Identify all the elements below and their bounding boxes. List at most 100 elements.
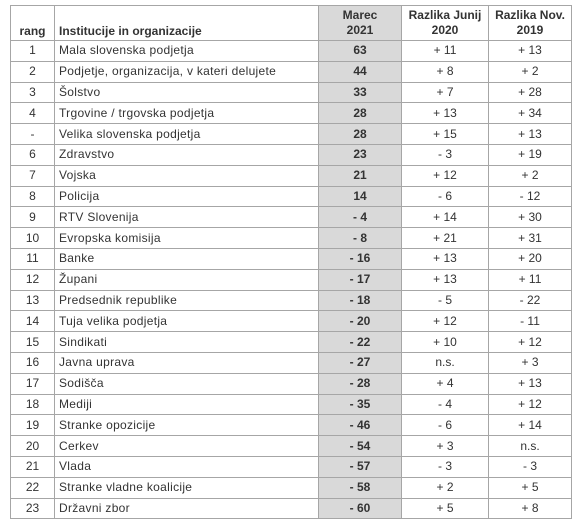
header-marec-2021: Marec 2021 (318, 5, 402, 41)
cell-rank: 14 (10, 310, 55, 333)
cell-institution: Evropska komisija (54, 227, 319, 249)
cell-marec-2021: 44 (318, 60, 402, 83)
cell-razlika-nov-2019: + 3 (488, 351, 572, 374)
header-marec-line2: 2021 (346, 23, 374, 37)
cell-razlika-junij-2020: - 3 (401, 455, 489, 478)
table-header: rang Institucije in organizacije Marec 2… (10, 5, 572, 41)
cell-razlika-nov-2019: + 11 (488, 268, 572, 291)
table-row: 16 Javna uprava - 27 n.s. + 3 (10, 351, 572, 374)
cell-institution: RTV Slovenija (54, 206, 319, 229)
cell-razlika-junij-2020: + 14 (401, 206, 489, 229)
header-nov-line1: Razlika Nov. (495, 8, 565, 22)
cell-marec-2021: - 27 (318, 351, 402, 374)
table-row: 14 Tuja velika podjetja - 20 + 12- 11 (10, 310, 572, 333)
cell-marec-2021: - 4 (318, 206, 402, 229)
table-row: 9 RTV Slovenija - 4 + 14 + 30 (10, 206, 572, 229)
cell-marec-2021: 33 (318, 81, 402, 104)
cell-razlika-junij-2020: + 12 (401, 164, 489, 187)
cell-marec-2021: - 58 (318, 476, 402, 499)
cell-razlika-nov-2019: + 13 (488, 123, 572, 145)
cell-institution: Vojska (54, 164, 319, 187)
cell-razlika-nov-2019: + 19 (488, 143, 572, 166)
cell-institution: Župani (54, 268, 319, 291)
cell-institution: Banke (54, 247, 319, 270)
cell-marec-2021: 28 (318, 102, 402, 125)
cell-razlika-nov-2019: - 12 (488, 185, 572, 208)
cell-razlika-junij-2020: + 7 (401, 81, 489, 104)
cell-rank: 11 (10, 247, 55, 270)
cell-razlika-junij-2020: + 11 (401, 40, 489, 62)
table-row: 21 Vlada - 57- 3- 3 (10, 455, 572, 478)
header-marec-line1: Marec (342, 8, 378, 22)
cell-marec-2021: - 54 (318, 435, 402, 457)
cell-rank: - (10, 123, 55, 145)
cell-rank: 3 (10, 81, 55, 104)
cell-razlika-nov-2019: + 34 (488, 102, 572, 125)
cell-razlika-nov-2019: + 28 (488, 81, 572, 104)
cell-institution: Državni zbor (54, 497, 319, 520)
cell-rank: 4 (10, 102, 55, 125)
cell-razlika-junij-2020: + 13 (401, 247, 489, 270)
cell-razlika-junij-2020: - 5 (401, 289, 489, 312)
cell-marec-2021: - 46 (318, 414, 402, 437)
cell-razlika-junij-2020: + 15 (401, 123, 489, 145)
table-row: 11 Banke - 16 + 13 + 20 (10, 247, 572, 270)
cell-razlika-nov-2019: + 8 (488, 497, 572, 520)
cell-institution: Policija (54, 185, 319, 208)
cell-razlika-nov-2019: + 12 (488, 331, 572, 353)
cell-institution: Mediji (54, 393, 319, 416)
table-row: 13 Predsednik republike - 18- 5- 22 (10, 289, 572, 312)
table-row: 17 Sodišča - 28 + 4 + 13 (10, 372, 572, 395)
cell-rank: 2 (10, 60, 55, 83)
table-row: 8 Policija 14- 6- 12 (10, 185, 572, 208)
table-row: 22 Stranke vladne koalicije - 58 + 2 + 5 (10, 476, 572, 499)
cell-marec-2021: - 57 (318, 455, 402, 478)
cell-marec-2021: - 60 (318, 497, 402, 520)
cell-rank: 9 (10, 206, 55, 229)
cell-institution: Cerkev (54, 435, 319, 457)
cell-razlika-junij-2020: n.s. (401, 351, 489, 374)
cell-razlika-nov-2019: + 20 (488, 247, 572, 270)
trust-table: rang Institucije in organizacije Marec 2… (10, 5, 572, 520)
cell-razlika-junij-2020: - 6 (401, 414, 489, 437)
header-razlika-nov-2019: Razlika Nov. 2019 (488, 5, 572, 41)
cell-institution: Mala slovenska podjetja (54, 40, 319, 62)
cell-marec-2021: 23 (318, 143, 402, 166)
cell-institution: Velika slovenska podjetja (54, 123, 319, 145)
cell-marec-2021: - 35 (318, 393, 402, 416)
cell-institution: Javna uprava (54, 351, 319, 374)
cell-razlika-junij-2020: + 8 (401, 60, 489, 83)
cell-razlika-nov-2019: + 12 (488, 393, 572, 416)
cell-marec-2021: - 22 (318, 331, 402, 353)
cell-razlika-nov-2019: + 13 (488, 40, 572, 62)
table-row: 4 Trgovine / trgovska podjetja 28 + 13 + 34 (10, 102, 572, 125)
table-row: 19 Stranke opozicije - 46- 6 + 14 (10, 414, 572, 437)
table-row: 18 Mediji - 35- 4 + 12 (10, 393, 572, 416)
cell-institution: Trgovine / trgovska podjetja (54, 102, 319, 125)
cell-rank: 12 (10, 268, 55, 291)
table-row: 2 Podjetje, organizacija, v kateri deluje… (10, 60, 572, 83)
table-row: 1 Mala slovenska podjetja 63 + 11 + 13 (10, 40, 572, 62)
header-row: rang Institucije in organizacije Marec 2… (10, 5, 572, 41)
header-razlika-junij-2020: Razlika Junij 2020 (401, 5, 489, 41)
cell-razlika-junij-2020: + 3 (401, 435, 489, 457)
cell-razlika-nov-2019: - 22 (488, 289, 572, 312)
cell-razlika-junij-2020: + 4 (401, 372, 489, 395)
cell-institution: Šolstvo (54, 81, 319, 104)
cell-razlika-nov-2019: n.s. (488, 435, 572, 457)
cell-institution: Sodišča (54, 372, 319, 395)
cell-rank: 21 (10, 455, 55, 478)
cell-razlika-junij-2020: + 12 (401, 310, 489, 333)
cell-marec-2021: - 18 (318, 289, 402, 312)
table-row: 12 Župani - 17 + 13 + 11 (10, 268, 572, 291)
cell-institution: Sindikati (54, 331, 319, 353)
cell-marec-2021: - 28 (318, 372, 402, 395)
table-row: 20 Cerkev - 54 + 3 n.s. (10, 435, 572, 457)
cell-rank: 1 (10, 40, 55, 62)
cell-rank: 15 (10, 331, 55, 353)
cell-razlika-nov-2019: + 5 (488, 476, 572, 499)
cell-razlika-nov-2019: - 3 (488, 455, 572, 478)
cell-rank: 10 (10, 227, 55, 249)
cell-institution: Podjetje, organizacija, v kateri delujet… (54, 60, 319, 83)
cell-rank: 16 (10, 351, 55, 374)
